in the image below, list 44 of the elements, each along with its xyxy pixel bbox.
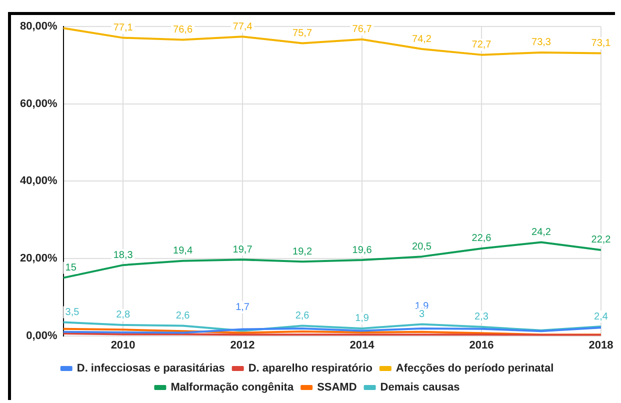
data-label: 1,9 (355, 313, 370, 324)
data-label: 22,6 (472, 233, 492, 244)
data-label: 77,1 (113, 22, 134, 34)
x-tick-label: 2014 (350, 339, 376, 352)
x-tick-label: 2018 (588, 339, 614, 352)
data-label: 76,7 (352, 24, 372, 36)
x-tick-label: 2010 (110, 339, 136, 352)
data-label: 2,4 (594, 311, 608, 322)
y-tick-label: 60,00% (20, 98, 58, 110)
data-label: 73,3 (532, 37, 552, 48)
data-label: 19,4 (173, 246, 193, 257)
data-label: 19,6 (352, 244, 372, 256)
legend-label: Malformação congênita (170, 382, 294, 394)
data-label: 24,2 (532, 227, 552, 238)
legend-label: Afecções do período perinatal (396, 362, 554, 375)
legend-label: Demais causas (380, 382, 460, 394)
data-label: 19,7 (232, 244, 253, 256)
data-label: 3 (418, 308, 425, 320)
data-label: 20,5 (412, 241, 432, 252)
y-tick-label: 40,00% (20, 175, 58, 188)
data-label: 75,7 (292, 28, 312, 39)
data-label: 19,2 (292, 246, 312, 258)
data-label: 76,6 (173, 24, 193, 36)
x-tick-label: 2012 (230, 339, 255, 352)
data-label: 2,6 (295, 310, 310, 322)
data-label: 77,4 (232, 21, 253, 32)
legend-label: D. aparelho respiratório (248, 362, 373, 375)
y-tick-label: 80,00% (20, 20, 58, 33)
data-label: 72,7 (472, 40, 492, 51)
data-label: 1,7 (236, 302, 250, 313)
legend-label: SSAMD (317, 382, 357, 394)
y-tick-label: 20,00% (20, 252, 58, 265)
data-label: 73,1 (591, 38, 612, 50)
data-label: 15 (65, 262, 77, 274)
data-label: 2,8 (116, 310, 130, 321)
legend-label: D. infecciosas e parasitárias (76, 362, 225, 375)
data-label: 22,2 (591, 234, 612, 246)
data-label: 2,3 (474, 312, 489, 323)
data-label: 3,5 (65, 307, 80, 318)
data-label: 74,2 (412, 34, 432, 45)
data-label: 2,6 (176, 310, 190, 322)
y-tick-label: 0,00% (26, 330, 58, 342)
data-label: 18,3 (113, 250, 134, 261)
x-tick-label: 2016 (469, 339, 494, 352)
